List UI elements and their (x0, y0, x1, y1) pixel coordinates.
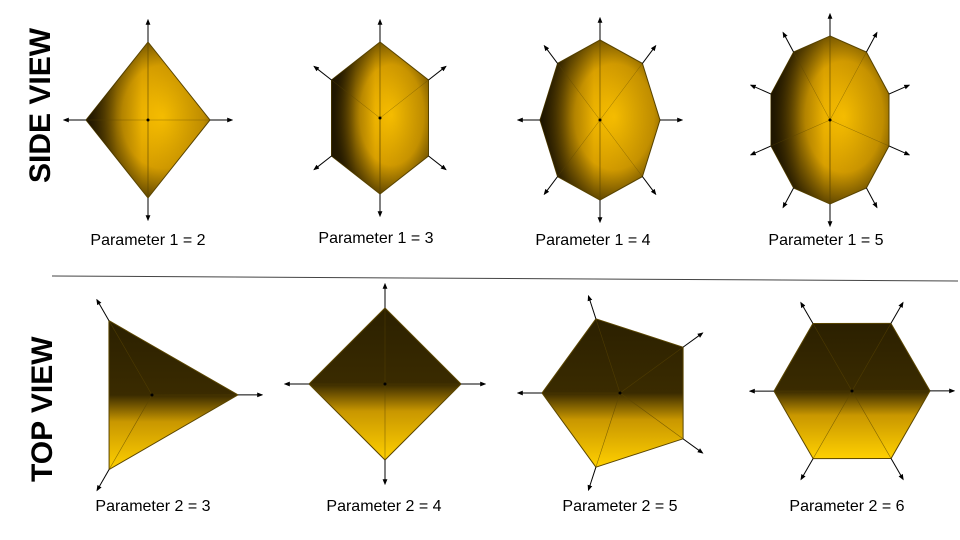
center-point (378, 116, 382, 120)
top-caption-3: Parameter 2 = 5 (562, 498, 678, 515)
vertex-arrow (890, 458, 904, 481)
vertex-arrow (800, 301, 814, 324)
vertex-arrow (642, 176, 657, 196)
side-shape-edge (770, 119, 831, 147)
side-shape-edge (557, 63, 601, 121)
center-point (146, 118, 150, 122)
side-shape-2 (313, 18, 447, 218)
top-shape-edge (851, 390, 892, 459)
top-shape-edge (595, 392, 621, 468)
center-point (598, 118, 602, 122)
top-caption-2: Parameter 2 = 4 (326, 498, 442, 515)
side-caption-2: Parameter 1 = 3 (318, 230, 434, 247)
side-shape-3 (516, 16, 684, 224)
top-shape-edge (851, 323, 892, 392)
vertex-arrow (749, 145, 772, 156)
row-divider (51, 275, 959, 282)
side-shape-edge (599, 63, 643, 121)
vertex-arrow (866, 187, 878, 209)
top-caption-1: Parameter 2 = 3 (95, 498, 211, 515)
vertex-arrow (888, 145, 911, 156)
vertex-arrow (428, 155, 447, 171)
top-shape-1 (96, 298, 264, 492)
vertex-arrow (682, 332, 704, 348)
side-caption-4: Parameter 1 = 5 (768, 232, 884, 249)
vertex-arrow (428, 65, 447, 81)
top-shape-edge (108, 320, 153, 396)
top-shape-4 (748, 301, 956, 481)
top-shape-edge (619, 346, 684, 394)
vertex-arrow (96, 298, 110, 321)
vertex-arrow (800, 458, 814, 481)
center-point (383, 382, 387, 386)
top-shape-2 (283, 282, 487, 486)
vertex-arrow (543, 176, 558, 196)
side-shape-edge (599, 119, 643, 177)
vertex-arrow (890, 301, 904, 324)
side-shape-4 (749, 12, 911, 228)
vertex-arrow (313, 155, 332, 171)
side-shape-1 (62, 18, 234, 222)
top-shape-edge (812, 390, 853, 459)
vertex-arrow (96, 469, 110, 492)
side-shape-edge (557, 119, 601, 177)
side-shape-edge (331, 79, 381, 119)
center-point (828, 118, 832, 122)
top-shape-edge (108, 394, 153, 470)
side-caption-3: Parameter 1 = 4 (535, 232, 651, 249)
side-caption-1: Parameter 1 = 2 (90, 232, 206, 249)
top-shape-3 (516, 294, 704, 492)
vertex-arrow (782, 187, 794, 209)
center-point (150, 393, 154, 397)
side-shape-edge (793, 51, 831, 121)
vertex-arrow (888, 84, 911, 95)
top-shape-edge (595, 318, 621, 394)
vertex-arrow (587, 467, 597, 492)
side-shape-edge (829, 51, 867, 121)
center-point (850, 389, 854, 393)
center-point (618, 391, 622, 395)
vertex-arrow (313, 65, 332, 81)
side-view-title: SIDE VIEW (24, 27, 57, 183)
side-shape-edge (379, 79, 429, 119)
vertex-arrow (682, 438, 704, 454)
vertex-arrow (642, 44, 657, 64)
top-view-title: TOP VIEW (26, 336, 59, 482)
top-caption-4: Parameter 2 = 6 (789, 498, 905, 515)
vertex-arrow (782, 31, 794, 53)
top-shape-edge (619, 392, 684, 440)
vertex-arrow (587, 294, 597, 319)
vertex-arrow (543, 44, 558, 64)
vertex-arrow (749, 84, 772, 95)
top-shape-edge (812, 323, 853, 392)
vertex-arrow (866, 31, 878, 53)
side-shape-edge (829, 119, 890, 147)
